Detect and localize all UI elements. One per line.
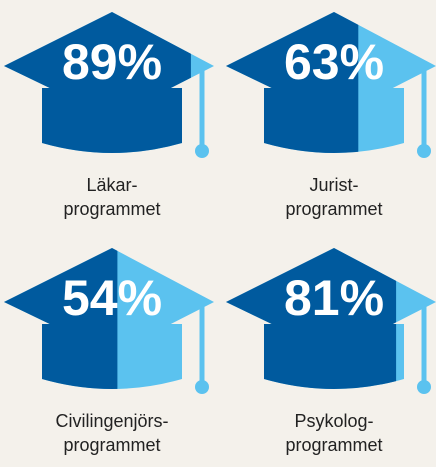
percentage-label: 81% — [284, 270, 384, 326]
category-label: Jurist- — [310, 175, 359, 195]
category-label: Civilingenjörs- — [55, 411, 168, 431]
percentage-label: 54% — [62, 270, 162, 326]
category-label: Psykolog- — [294, 411, 373, 431]
tassel-end — [417, 380, 431, 394]
category-label: programmet — [63, 199, 160, 219]
category-label: programmet — [285, 199, 382, 219]
cap-infographic: 89% Läkar-programmet — [4, 12, 214, 219]
tassel-end — [417, 144, 431, 158]
percentage-label: 63% — [284, 34, 384, 90]
cap-infographic: 63% Jurist-programmet — [226, 12, 436, 219]
cap-infographic: 54% Civilingenjörs-programmet — [4, 248, 214, 455]
tassel-end — [195, 380, 209, 394]
tassel-end — [195, 144, 209, 158]
cap-infographic: 81% Psykolog-programmet — [226, 248, 436, 455]
category-label: Läkar- — [86, 175, 137, 195]
category-label: programmet — [285, 435, 382, 455]
category-label: programmet — [63, 435, 160, 455]
percentage-label: 89% — [62, 34, 162, 90]
